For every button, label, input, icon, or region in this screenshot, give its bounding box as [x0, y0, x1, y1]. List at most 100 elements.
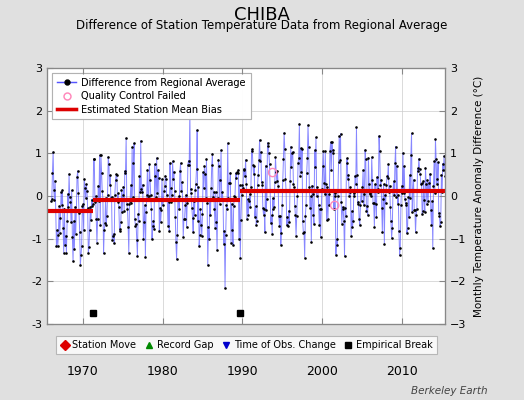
- Point: [117, 187, 126, 193]
- Point: [80, 227, 88, 233]
- Point: [168, 158, 177, 164]
- Point: [398, 190, 407, 196]
- Point: [115, 228, 124, 234]
- Point: [316, 206, 324, 212]
- Point: [232, 170, 240, 176]
- Point: [366, 191, 375, 198]
- Point: [224, 140, 232, 146]
- Point: [347, 232, 355, 239]
- Point: [224, 195, 233, 201]
- Point: [61, 242, 69, 248]
- Point: [376, 148, 384, 154]
- Point: [162, 176, 170, 182]
- Point: [83, 205, 92, 211]
- Point: [111, 177, 119, 184]
- Point: [192, 180, 200, 187]
- Point: [330, 190, 339, 196]
- Point: [308, 182, 316, 189]
- Point: [422, 180, 430, 187]
- Point: [401, 200, 410, 206]
- Point: [169, 176, 178, 182]
- Point: [153, 190, 161, 196]
- Point: [197, 222, 205, 228]
- Y-axis label: Monthly Temperature Anomaly Difference (°C): Monthly Temperature Anomaly Difference (…: [474, 75, 484, 317]
- Point: [91, 193, 100, 199]
- Point: [106, 172, 114, 179]
- Point: [277, 230, 286, 236]
- Point: [359, 167, 367, 174]
- Point: [52, 243, 61, 249]
- Point: [165, 228, 173, 234]
- Point: [340, 218, 348, 224]
- Point: [407, 130, 416, 136]
- Point: [74, 190, 83, 196]
- Point: [400, 163, 408, 170]
- Point: [125, 201, 134, 207]
- Point: [220, 241, 228, 247]
- Point: [207, 184, 215, 191]
- Point: [88, 196, 96, 203]
- Point: [210, 206, 219, 212]
- Point: [248, 146, 256, 152]
- Point: [214, 194, 222, 201]
- Point: [101, 220, 109, 226]
- Point: [122, 135, 130, 141]
- Point: [231, 194, 239, 200]
- Point: [395, 228, 403, 234]
- Point: [130, 140, 138, 146]
- Point: [387, 235, 396, 241]
- Point: [190, 198, 198, 204]
- Point: [161, 173, 169, 179]
- Point: [257, 179, 266, 185]
- Point: [117, 219, 125, 226]
- Point: [262, 207, 270, 213]
- Point: [329, 150, 337, 156]
- Point: [208, 150, 216, 157]
- Point: [344, 172, 353, 178]
- Point: [175, 206, 183, 212]
- Point: [371, 181, 379, 188]
- Point: [377, 204, 386, 211]
- Point: [279, 156, 288, 162]
- Point: [181, 202, 189, 208]
- Point: [339, 204, 347, 210]
- Point: [57, 189, 66, 195]
- Point: [334, 193, 342, 199]
- Point: [124, 224, 133, 230]
- Point: [121, 170, 129, 176]
- Point: [114, 190, 123, 197]
- Point: [56, 215, 64, 221]
- Point: [402, 202, 410, 208]
- Point: [408, 209, 417, 216]
- Point: [267, 220, 275, 226]
- Point: [187, 190, 195, 196]
- Point: [379, 196, 387, 202]
- Point: [283, 214, 292, 220]
- Point: [58, 201, 66, 208]
- Point: [194, 218, 202, 224]
- Point: [47, 198, 56, 204]
- Point: [406, 172, 414, 178]
- Point: [118, 209, 126, 215]
- Point: [430, 158, 438, 164]
- Point: [158, 202, 167, 208]
- Point: [200, 163, 209, 170]
- Point: [270, 204, 278, 210]
- Point: [103, 212, 111, 219]
- Point: [50, 186, 58, 193]
- Text: CHIBA: CHIBA: [234, 6, 290, 24]
- Point: [132, 221, 140, 228]
- Point: [94, 182, 103, 189]
- Point: [54, 232, 63, 238]
- Point: [195, 243, 203, 249]
- Point: [324, 191, 333, 197]
- Point: [396, 252, 404, 259]
- Point: [319, 148, 328, 154]
- Point: [300, 229, 308, 236]
- Point: [120, 208, 128, 214]
- Point: [310, 147, 319, 153]
- Point: [301, 213, 310, 219]
- Point: [245, 190, 254, 197]
- Point: [290, 183, 298, 190]
- Point: [198, 211, 206, 217]
